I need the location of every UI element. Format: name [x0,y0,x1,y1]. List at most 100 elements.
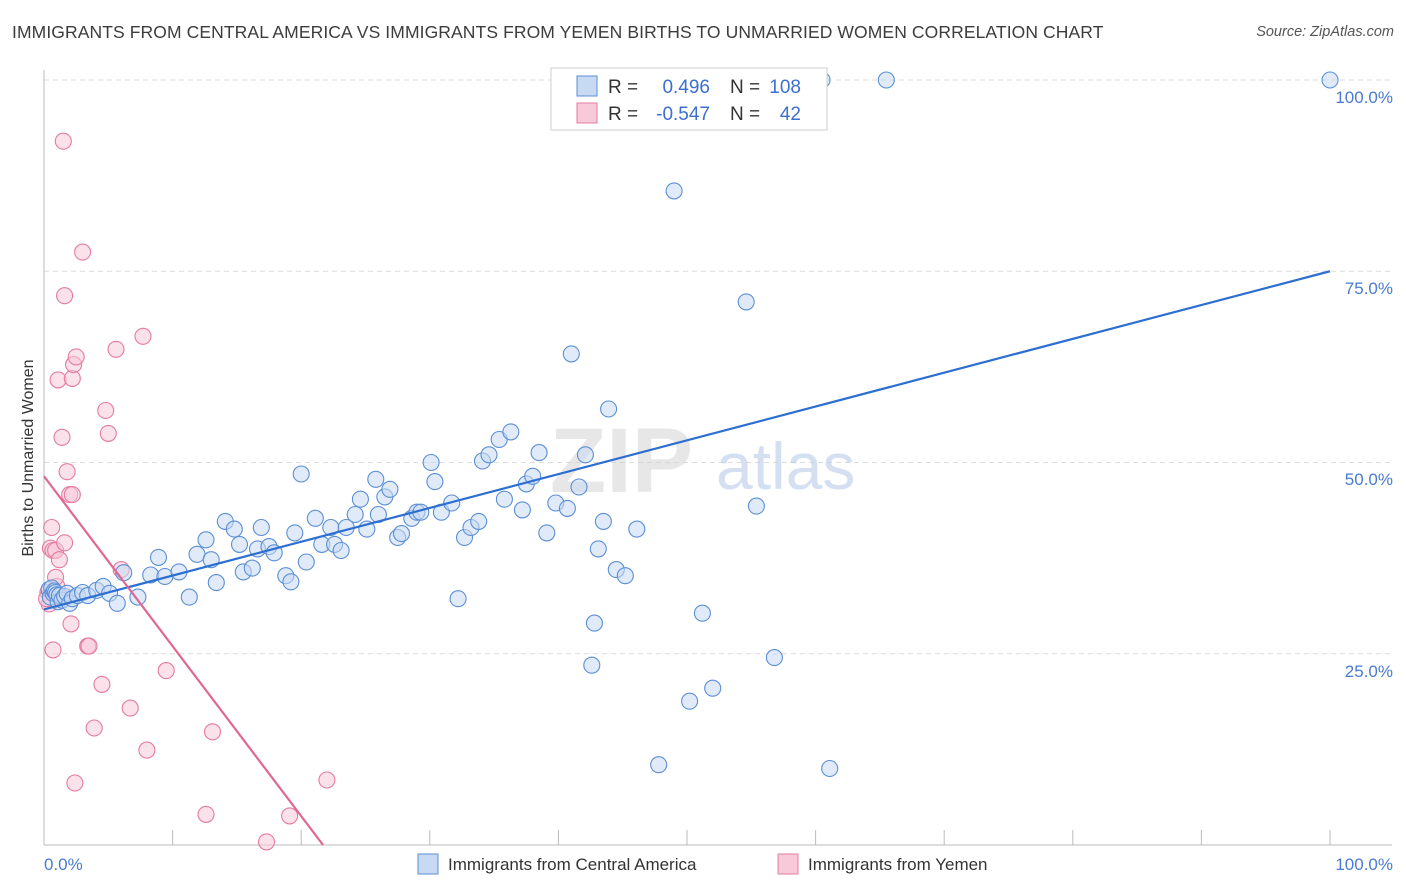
central-america-point [583,656,601,674]
yemen-point [53,428,71,446]
y-tick-label-50: 50.0% [1345,470,1393,489]
central-america-point [576,446,594,464]
central-america-point [628,520,646,538]
central-america-point [282,573,300,591]
central-america-point [562,345,580,363]
stats-r-label-pink: R = [608,104,638,125]
central-america-point [297,553,315,571]
yemen-point [99,424,117,442]
stats-r-value-blue: 0.496 [662,77,710,98]
central-america-point [180,588,198,606]
central-america-trend-line [43,270,1331,611]
central-america-point [422,453,440,472]
central-america-point [765,649,783,667]
central-america-point [600,400,618,418]
central-america-point [650,756,668,774]
central-america-point [367,470,385,488]
stats-n-value-pink: 42 [780,104,801,125]
yemen-point [121,699,139,717]
central-america-point [704,679,722,697]
y-tick-label-25: 25.0% [1345,662,1393,681]
stats-n-label-pink: N = [730,104,760,125]
central-america-point [665,182,683,200]
central-america-point [538,524,556,542]
central-america-point [681,692,699,710]
yemen-point [257,833,276,851]
central-america-point [149,548,168,566]
legend: Immigrants from Central America Immigran… [417,853,988,875]
central-america-point [381,480,399,498]
central-america-point [292,465,310,483]
yemen-point [85,719,103,737]
central-america-point [747,497,765,515]
yemen-point [56,534,74,552]
yemen-point [93,675,111,693]
central-america-point [286,524,304,542]
central-america-point [495,490,513,508]
yemen-point [134,327,152,345]
source-note: Source: ZipAtlas.com [1256,24,1394,40]
yemen-point [44,641,62,659]
stats-swatch-blue [576,75,598,97]
legend-swatch-yemen [777,853,799,875]
central-america-point [351,490,369,508]
stats-n-value-blue: 108 [769,77,801,98]
central-america-point [252,518,270,537]
stats-box: R = 0.496 N = 108 R = -0.547 N = 42 [550,67,828,131]
yemen-point [56,287,74,305]
central-america-point [480,446,498,464]
stats-swatch-pink [576,102,598,124]
central-america-point [594,512,612,530]
y-axis-title: Births to Unmarried Women [20,359,37,556]
central-america-point [392,525,411,543]
yemen-point [66,774,84,792]
central-america-point [558,499,576,517]
central-america-point [737,293,755,311]
yemen-point [50,551,68,569]
x-tick-label-0: 0.0% [44,855,83,874]
stats-r-label-blue: R = [608,77,638,98]
stats-r-value-pink: -0.547 [656,104,710,125]
yemen-point [67,348,85,366]
central-america-point [346,505,364,524]
central-america-point [188,545,206,563]
central-america-point [306,509,324,527]
yemen-point [62,615,80,633]
yemen-point [197,805,215,823]
y-tick-label-100: 100.0% [1335,88,1393,107]
central-america-point [207,574,225,592]
legend-swatch-central-america [417,853,439,875]
central-america-point [616,567,634,585]
stats-n-label-blue: N = [730,77,760,98]
yemen-point [281,807,299,825]
yemen-point [43,518,61,537]
yemen-point [49,371,67,389]
watermark-zip: ZIP [550,410,693,512]
central-america-point [230,535,249,553]
watermark-atlas: atlas [716,429,855,503]
central-america-point [821,759,839,778]
central-america-point [693,604,711,622]
yemen-point [97,401,115,420]
central-america-point [426,473,444,491]
y-tick-label-75: 75.0% [1345,279,1393,298]
central-america-point [129,588,147,606]
yemen-point [63,486,81,504]
central-america-point [332,541,350,560]
central-america-point [243,559,261,577]
yemen-trend-line [43,475,324,846]
legend-label-central-america: Immigrants from Central America [448,855,697,874]
central-america-point [877,71,895,89]
central-america-point [108,594,126,612]
yemen-point [74,243,92,261]
central-america-point [470,512,488,530]
central-america-point [570,478,588,496]
central-america-point [513,501,531,519]
central-america-point [449,590,467,608]
yemen-point [203,723,222,741]
yemen-point [138,741,156,759]
yemen-point [54,132,72,150]
x-tick-label-100: 100.0% [1335,855,1393,874]
x-axis-ticks [43,830,1331,845]
series-yemen-points [38,132,336,851]
